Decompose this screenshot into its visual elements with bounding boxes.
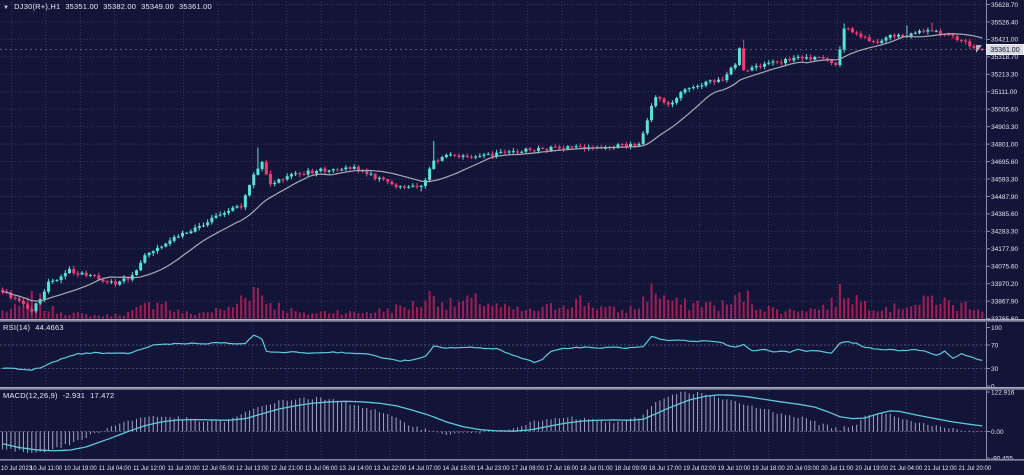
price-axis[interactable]: 35628.70 35526.40 35421.00 35318.70 35213.30… xyxy=(986,0,1019,462)
time-axis-label: 10 Jul 19:00 xyxy=(64,466,97,472)
symbol-dropdown-icon[interactable]: ▼ xyxy=(3,5,10,11)
price-axis-label: 34283.30 xyxy=(991,229,1018,236)
time-axis-label: 13 Jul 14:00 xyxy=(339,466,372,472)
time-axis-label: 14 Jul 07:00 xyxy=(408,466,441,472)
time-axis-label: 19 Jul 18:00 xyxy=(752,466,785,472)
time-axis-label: 20 Jul 03:00 xyxy=(786,466,819,472)
time-axis-label: 14 Jul 15:00 xyxy=(442,466,475,472)
time-axis-label: 17 Jul 08:00 xyxy=(511,466,544,472)
time-axis-label: 21 Jul 20:00 xyxy=(958,466,991,472)
moving-average-line xyxy=(2,33,983,302)
ohlc-open: 35351.00 xyxy=(65,2,99,11)
time-axis-label: 12 Jul 05:00 xyxy=(202,466,235,472)
rsi-axis-label: 0 xyxy=(991,383,995,390)
time-axis-label: 21 Jul 12:00 xyxy=(924,466,957,472)
price-axis-label: 35318.70 xyxy=(991,54,1018,61)
time-axis-separator xyxy=(0,459,1024,461)
symbol-label: DJ30(R+),H1 xyxy=(14,2,61,11)
current-price-tag: 35361.00 xyxy=(986,44,1024,55)
macd-signal-line xyxy=(2,394,983,452)
price-axis-label: 34385.60 xyxy=(991,211,1018,218)
macd-histogram-layer xyxy=(2,391,983,453)
time-axis-label: 11 Jul 12:00 xyxy=(133,466,166,472)
price-axis-label: 34801.00 xyxy=(991,141,1018,148)
price-axis-label: 34695.60 xyxy=(991,159,1018,166)
macd-signal-value: 17.472 xyxy=(90,391,115,400)
rsi-axis-label: 70 xyxy=(991,342,999,349)
time-axis-label: 11 Jul 20:00 xyxy=(167,466,200,472)
volume-layer xyxy=(1,283,984,319)
time-axis-label: 19 Jul 10:00 xyxy=(718,466,751,472)
price-axis-label: 34903.30 xyxy=(991,124,1018,131)
time-axis-label: 12 Jul 13:00 xyxy=(236,466,269,472)
time-axis-label: 20 Jul 19:00 xyxy=(855,466,888,472)
price-axis-label: 34593.30 xyxy=(991,176,1018,183)
macd-indicator-info: MACD(12,26,9) -2.931 17.472 xyxy=(3,391,119,400)
ohlc-high: 35382.00 xyxy=(103,2,137,11)
price-axis-label: 35005.60 xyxy=(991,107,1018,114)
time-axis-label: 13 Jul 22:00 xyxy=(374,466,407,472)
ohlc-low: 35349.00 xyxy=(141,2,174,11)
rsi-line xyxy=(2,334,983,371)
macd-main-value: -2.931 xyxy=(62,391,86,400)
grid-layer xyxy=(0,2,986,458)
rsi-value: 44.4663 xyxy=(35,323,64,332)
price-axis-label: 35213.30 xyxy=(991,72,1018,79)
rsi-axis-label: 100 xyxy=(991,325,1002,332)
price-axis-label: 34177.90 xyxy=(991,246,1018,253)
symbol-ohlc-info: ▼ DJ30(R+),H1 35351.00 35382.00 35349.00 3536… xyxy=(3,2,217,11)
candles-layer xyxy=(1,22,984,315)
time-axis-label: 21 Jul 04:00 xyxy=(890,466,923,472)
ohlc-close: 35361.00 xyxy=(178,2,212,11)
time-axis-label: 19 Jul 02:00 xyxy=(683,466,716,472)
time-axis-label: 18 Jul 17:00 xyxy=(649,466,682,472)
price-axis-label: 34075.60 xyxy=(991,264,1018,271)
macd-axis-label: 0.00 xyxy=(991,429,1004,436)
price-axis-label: 35421.00 xyxy=(991,37,1018,44)
pane-separator-rsi[interactable] xyxy=(0,319,1024,322)
time-axis-label: 20 Jul 11:00 xyxy=(821,466,854,472)
time-axis-label: 18 Jul 01:00 xyxy=(580,466,613,472)
price-axis-label: 34487.90 xyxy=(991,194,1018,201)
time-axis-label: 18 Jul 09:00 xyxy=(614,466,647,472)
time-axis-label: 14 Jul 23:00 xyxy=(477,466,510,472)
rsi-levels xyxy=(0,344,986,432)
price-axis-label: 35526.40 xyxy=(991,19,1018,26)
macd-label: MACD(12,26,9) xyxy=(3,391,58,400)
pane-separator-macd[interactable] xyxy=(0,387,1024,390)
rsi-indicator-info: RSI(14) 44.4663 xyxy=(3,323,69,332)
last-price-arrow xyxy=(976,45,982,53)
time-axis-label: 12 Jul 21:00 xyxy=(270,466,303,472)
price-axis-label: 35111.00 xyxy=(991,89,1018,96)
time-axis-label: 13 Jul 06:00 xyxy=(305,466,338,472)
time-axis-label: 10 Jul 2023 xyxy=(1,466,33,472)
price-axis-label: 33970.20 xyxy=(991,281,1018,288)
macd-axis-label: -90.455 xyxy=(991,455,1013,462)
price-axis-label: 35628.70 xyxy=(991,2,1018,9)
time-axis-label: 11 Jul 04:00 xyxy=(99,466,132,472)
rsi-label: RSI(14) xyxy=(3,323,31,332)
time-axis-label: 17 Jul 16:00 xyxy=(546,466,579,472)
price-axis-label: 33867.90 xyxy=(991,298,1018,305)
time-axis-label: 10 Jul 11:00 xyxy=(30,466,63,472)
macd-axis-label: 122.916 xyxy=(991,389,1015,396)
rsi-axis-label: 30 xyxy=(991,366,999,373)
